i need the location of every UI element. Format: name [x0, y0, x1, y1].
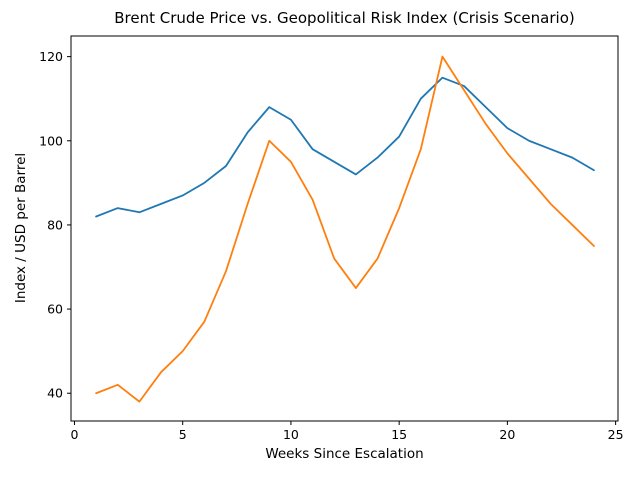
x-axis-ticks: 0 5 10 15 20 25 [70, 421, 624, 442]
x-tick-label: 0 [70, 427, 78, 442]
y-tick-label: 60 [47, 302, 63, 317]
y-axis-ticks: 40 60 80 100 120 [39, 49, 71, 401]
x-tick-label: 15 [391, 427, 407, 442]
plot-frame [70, 35, 619, 422]
x-axis-label: Weeks Since Escalation [265, 446, 424, 462]
x-tick-label: 5 [179, 427, 187, 442]
y-tick-label: 80 [47, 217, 63, 232]
chart-title: Brent Crude Price vs. Geopolitical Risk … [114, 9, 575, 27]
series-line-brent-crude-price [95, 76, 595, 218]
x-tick-label: 20 [499, 427, 515, 442]
x-tick-label: 10 [283, 427, 299, 442]
y-tick-label: 120 [39, 49, 63, 64]
x-tick-label: 25 [608, 427, 624, 442]
y-axis-label: Index / USD per Barrel [13, 152, 29, 304]
y-tick-label: 100 [39, 133, 63, 148]
y-tick-label: 40 [47, 386, 63, 401]
data-lines [95, 55, 595, 403]
series-line-geopolitical-risk-index [95, 55, 595, 403]
axes-frame [70, 35, 619, 422]
